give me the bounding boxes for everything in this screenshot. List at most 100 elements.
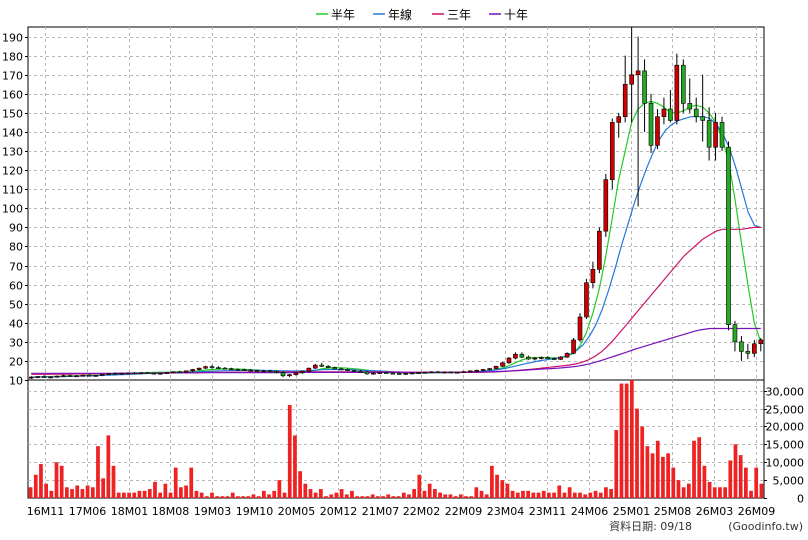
volume-bar xyxy=(676,480,681,498)
x-tick-label: 25M01 xyxy=(613,505,651,518)
volume-bar xyxy=(111,465,116,498)
volume-bar xyxy=(215,496,220,498)
x-tick-label: 16M11 xyxy=(27,505,65,518)
volume-bar xyxy=(298,471,302,498)
candle-body xyxy=(364,371,370,375)
y-tick-label: 50 xyxy=(9,299,23,312)
candle-body xyxy=(190,369,195,372)
candle-body xyxy=(196,367,202,370)
candle-body xyxy=(345,369,350,371)
volume-bar xyxy=(168,492,173,498)
candle-body xyxy=(700,116,705,121)
candle-body xyxy=(377,372,383,374)
volume-bar xyxy=(127,492,131,498)
candle-body xyxy=(538,357,544,359)
volume-tick-label: 0 xyxy=(797,493,804,506)
candle-body xyxy=(300,370,305,374)
volume-bar xyxy=(702,465,707,498)
candle-body xyxy=(138,372,144,375)
candle-body xyxy=(319,364,325,367)
candle-body xyxy=(293,372,299,375)
y-tick-label: 120 xyxy=(2,165,23,178)
x-tick-label: 25M08 xyxy=(654,505,692,518)
candle-body xyxy=(474,369,480,372)
volume-bar xyxy=(490,465,494,498)
volume-bar xyxy=(293,435,297,498)
volume-bar xyxy=(308,489,313,498)
volume-bar xyxy=(453,496,458,498)
volume-bar xyxy=(158,492,163,498)
source-label: (Goodinfo.tw) xyxy=(728,520,803,533)
volume-bar xyxy=(412,489,417,498)
volume-bar xyxy=(199,492,204,498)
volume-bar xyxy=(697,437,702,498)
candle-body xyxy=(519,353,525,358)
volume-bar xyxy=(236,496,240,498)
legend-label: 三年 xyxy=(447,8,471,22)
volume-bar xyxy=(70,489,74,498)
volume-bar xyxy=(147,489,152,498)
y-tick-label: 190 xyxy=(2,32,23,45)
candle-body xyxy=(235,369,241,371)
volume-bar xyxy=(80,489,85,498)
y-tick-label: 40 xyxy=(9,318,23,331)
y-tick-label: 90 xyxy=(9,222,23,235)
volume-bar xyxy=(666,453,670,498)
volume-tick-label: 15,000 xyxy=(766,439,805,452)
candle-body xyxy=(506,357,512,364)
volume-bar xyxy=(749,490,753,498)
candle-body xyxy=(241,369,247,371)
volume-bar xyxy=(210,492,214,498)
volume-bar xyxy=(593,490,598,498)
candle-body xyxy=(183,370,189,373)
volume-bar xyxy=(85,485,90,498)
volume-bar xyxy=(163,483,168,498)
volume-bar xyxy=(531,492,536,498)
volume-bar xyxy=(635,408,639,498)
candle-body xyxy=(396,373,402,375)
volume-bar xyxy=(220,496,225,498)
volume-bar xyxy=(59,465,64,498)
candle-body xyxy=(577,316,583,341)
volume-panel: 0 5,000 10,000 15,000 20,000 25,000 30,000 xyxy=(27,379,805,506)
y-tick-label: 60 xyxy=(9,280,23,293)
candle-body xyxy=(164,372,170,374)
volume-bar xyxy=(433,489,437,498)
candle-body xyxy=(274,371,279,374)
candle-body xyxy=(745,351,751,354)
candle-body xyxy=(125,372,131,375)
volume-bar xyxy=(173,467,178,498)
volume-bar xyxy=(458,494,463,498)
volume-bar xyxy=(329,494,334,498)
legend-label: 十年 xyxy=(504,8,528,22)
volume-tick-label: 5,000 xyxy=(773,475,805,488)
candle-body xyxy=(616,116,622,123)
volume-bar xyxy=(484,494,489,498)
volume-bar xyxy=(241,496,245,498)
candle-body xyxy=(467,370,473,373)
volume-bar xyxy=(515,492,520,498)
volume-bar xyxy=(355,496,359,498)
candle-body xyxy=(74,375,79,378)
volume-tick-label: 30,000 xyxy=(766,386,805,399)
candle-body xyxy=(158,372,163,375)
volume-bar xyxy=(261,490,266,498)
candle-body xyxy=(622,83,628,117)
volume-bar xyxy=(572,492,577,498)
x-axis: 16M11 17M06 18M01 18M08 19M03 19M10 20M05 20M12… xyxy=(27,505,776,518)
candle-body xyxy=(564,352,570,358)
volume-bar xyxy=(464,496,468,498)
candle-body xyxy=(493,365,499,369)
candle-body xyxy=(390,372,396,375)
y-tick-label: 170 xyxy=(2,70,23,83)
volume-bar xyxy=(448,494,453,498)
candle-body xyxy=(216,367,221,369)
volume-bar xyxy=(137,490,142,498)
candle-body xyxy=(687,103,693,110)
x-tick-label: 22M02 xyxy=(403,505,441,518)
volume-bar xyxy=(365,496,370,498)
candle-body xyxy=(635,70,641,76)
price-plot-frame xyxy=(27,26,765,381)
x-tick-label: 21M07 xyxy=(362,505,400,518)
